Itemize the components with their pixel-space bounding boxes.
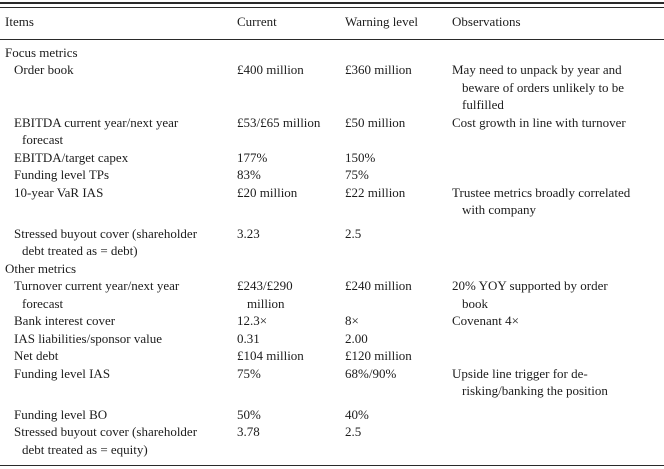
table-row-stressed-buyout-equity: Stressed buyout cover (shareholder debt … — [0, 423, 664, 463]
column-header-items: Items — [0, 8, 232, 40]
observations-cell — [447, 330, 664, 348]
observations-cell — [447, 149, 664, 167]
current-cell: £243/£290 million — [237, 278, 293, 311]
observations-cell: Covenant 4× — [452, 313, 519, 328]
table-row-10-year-var-ias: 10-year VaR IAS £20 million £22 million … — [0, 184, 664, 219]
observations-cell: Cost growth in line with turnover — [452, 114, 626, 130]
current-cell: 0.31 — [237, 330, 260, 346]
section-label: Other metrics — [5, 260, 77, 276]
table-row-bank-interest-cover: Bank interest cover 12.3× 8× Covenant 4× — [0, 312, 664, 330]
item-cell: Bank interest cover — [14, 313, 116, 328]
warning-cell: £240 million — [345, 278, 412, 293]
item-cell: Stressed buyout cover (shareholder debt … — [14, 225, 198, 259]
table-body: Focus metrics Order book £400 million £3… — [0, 39, 664, 463]
item-cell: Turnover current year/next year forecast — [14, 278, 180, 311]
current-cell: 50% — [237, 406, 261, 422]
table-row-funding-level-tps: Funding level TPs 83% 75% — [0, 166, 664, 184]
item-cell: Stressed buyout cover (shareholder debt … — [14, 424, 198, 457]
warning-cell: £360 million — [345, 62, 412, 77]
item-cell: Funding level IAS — [14, 365, 111, 381]
table-top-rule — [0, 2, 664, 8]
warning-cell: £22 million — [345, 184, 406, 200]
table-row-ebitda-forecast: EBITDA current year/next year forecast £… — [0, 114, 664, 149]
current-cell: £104 million — [237, 348, 304, 363]
warning-cell: £120 million — [345, 348, 412, 363]
table-row-turnover-forecast: Turnover current year/next year forecast… — [0, 277, 664, 312]
current-cell: 3.78 — [237, 424, 260, 439]
warning-cell: 68%/90% — [345, 365, 397, 381]
item-cell: Order book — [14, 62, 74, 77]
observations-cell — [447, 400, 664, 424]
table-row-net-debt: Net debt £104 million £120 million — [0, 347, 664, 365]
section-label: Focus metrics — [5, 44, 78, 60]
item-cell: EBITDA current year/next year forecast — [14, 114, 179, 148]
item-cell: 10-year VaR IAS — [14, 184, 104, 200]
observations-cell — [447, 219, 664, 260]
table-bottom-rule — [0, 465, 664, 469]
observations-cell — [447, 347, 664, 365]
item-cell: Funding level TPs — [14, 167, 110, 182]
current-cell: 12.3× — [237, 313, 268, 328]
warning-cell: 40% — [345, 406, 369, 422]
table-row-ias-liabilities-sponsor-value: IAS liabilities/sponsor value 0.31 2.00 — [0, 330, 664, 348]
table-row-order-book: Order book £400 million £360 million May… — [0, 61, 664, 114]
observations-cell: May need to unpack by year and beware of… — [452, 62, 625, 112]
warning-cell: 75% — [345, 167, 369, 182]
warning-cell: 2.5 — [345, 225, 362, 241]
observations-cell — [447, 166, 664, 184]
section-row-other-metrics: Other metrics — [0, 260, 664, 278]
section-row-focus-metrics: Focus metrics — [0, 39, 664, 61]
observations-cell: 20% YOY supported by order book — [452, 278, 608, 311]
item-cell: EBITDA/target capex — [14, 149, 129, 165]
table-row-funding-level-ias: Funding level IAS 75% 68%/90% Upside lin… — [0, 365, 664, 400]
warning-cell: 2.00 — [345, 330, 368, 346]
warning-cell: 2.5 — [345, 424, 362, 439]
column-header-warning-level: Warning level — [340, 8, 447, 40]
current-cell: £400 million — [237, 62, 304, 77]
warning-cell: 150% — [345, 149, 376, 165]
current-cell: £20 million — [237, 184, 298, 200]
current-cell: 3.23 — [237, 225, 260, 241]
observations-cell — [447, 423, 664, 463]
current-cell: 75% — [237, 365, 261, 381]
table-row-ebitda-target-capex: EBITDA/target capex 177% 150% — [0, 149, 664, 167]
item-cell: IAS liabilities/sponsor value — [14, 330, 163, 346]
table-row-stressed-buyout-debt: Stressed buyout cover (shareholder debt … — [0, 219, 664, 260]
column-header-current: Current — [232, 8, 340, 40]
observations-cell: Trustee metrics broadly correlated with … — [452, 184, 631, 218]
observations-cell: Upside line trigger for de-risking/banki… — [452, 365, 608, 399]
item-cell: Net debt — [14, 348, 59, 363]
column-header-observations: Observations — [447, 8, 664, 40]
header-row: Items Current Warning level Observations — [0, 8, 664, 40]
warning-cell: £50 million — [345, 114, 406, 130]
current-cell: 177% — [237, 149, 268, 165]
metrics-table: Items Current Warning level Observations… — [0, 8, 664, 463]
current-cell: 83% — [237, 167, 261, 182]
current-cell: £53/£65 million — [237, 114, 321, 130]
item-cell: Funding level BO — [14, 406, 108, 422]
warning-cell: 8× — [345, 313, 359, 328]
table-row-funding-level-bo: Funding level BO 50% 40% — [0, 400, 664, 424]
table-header: Items Current Warning level Observations — [0, 8, 664, 40]
